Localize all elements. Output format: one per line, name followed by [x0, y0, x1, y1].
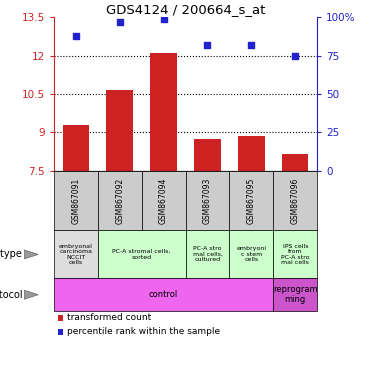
Text: protocol: protocol: [0, 290, 22, 300]
Bar: [106, 90, 133, 171]
Point: [249, 42, 255, 48]
Point: [161, 16, 167, 22]
Text: GSM867094: GSM867094: [159, 177, 168, 224]
Text: GSM867091: GSM867091: [71, 177, 80, 224]
Point: [292, 53, 298, 59]
Text: PC-A stro
mal cells,
cultured: PC-A stro mal cells, cultured: [193, 247, 222, 262]
Bar: [194, 139, 221, 171]
Bar: [238, 136, 265, 171]
Bar: [150, 53, 177, 171]
Text: GSM867096: GSM867096: [291, 177, 300, 224]
Text: embryonal
carcinoma
NCCIT
cells: embryonal carcinoma NCCIT cells: [59, 244, 93, 265]
Bar: [282, 154, 308, 171]
Text: cell type: cell type: [0, 249, 22, 260]
Text: embryoni
c stem
cells: embryoni c stem cells: [236, 247, 266, 262]
Polygon shape: [24, 250, 38, 259]
Title: GDS4124 / 200664_s_at: GDS4124 / 200664_s_at: [106, 3, 265, 16]
Text: reprogram
ming: reprogram ming: [273, 285, 318, 305]
Point: [204, 42, 210, 48]
Text: PC-A stromal cells,
sorted: PC-A stromal cells, sorted: [112, 249, 171, 260]
Text: control: control: [149, 290, 178, 299]
Text: GSM867093: GSM867093: [203, 177, 212, 224]
Text: GSM867092: GSM867092: [115, 177, 124, 224]
Polygon shape: [24, 290, 38, 299]
Bar: [63, 125, 89, 171]
Text: GSM867095: GSM867095: [247, 177, 256, 224]
Text: IPS cells
from
PC-A stro
mal cells: IPS cells from PC-A stro mal cells: [281, 244, 309, 265]
Point: [116, 19, 122, 25]
Point: [73, 33, 79, 39]
Text: transformed count: transformed count: [67, 313, 151, 323]
Text: percentile rank within the sample: percentile rank within the sample: [67, 327, 220, 336]
